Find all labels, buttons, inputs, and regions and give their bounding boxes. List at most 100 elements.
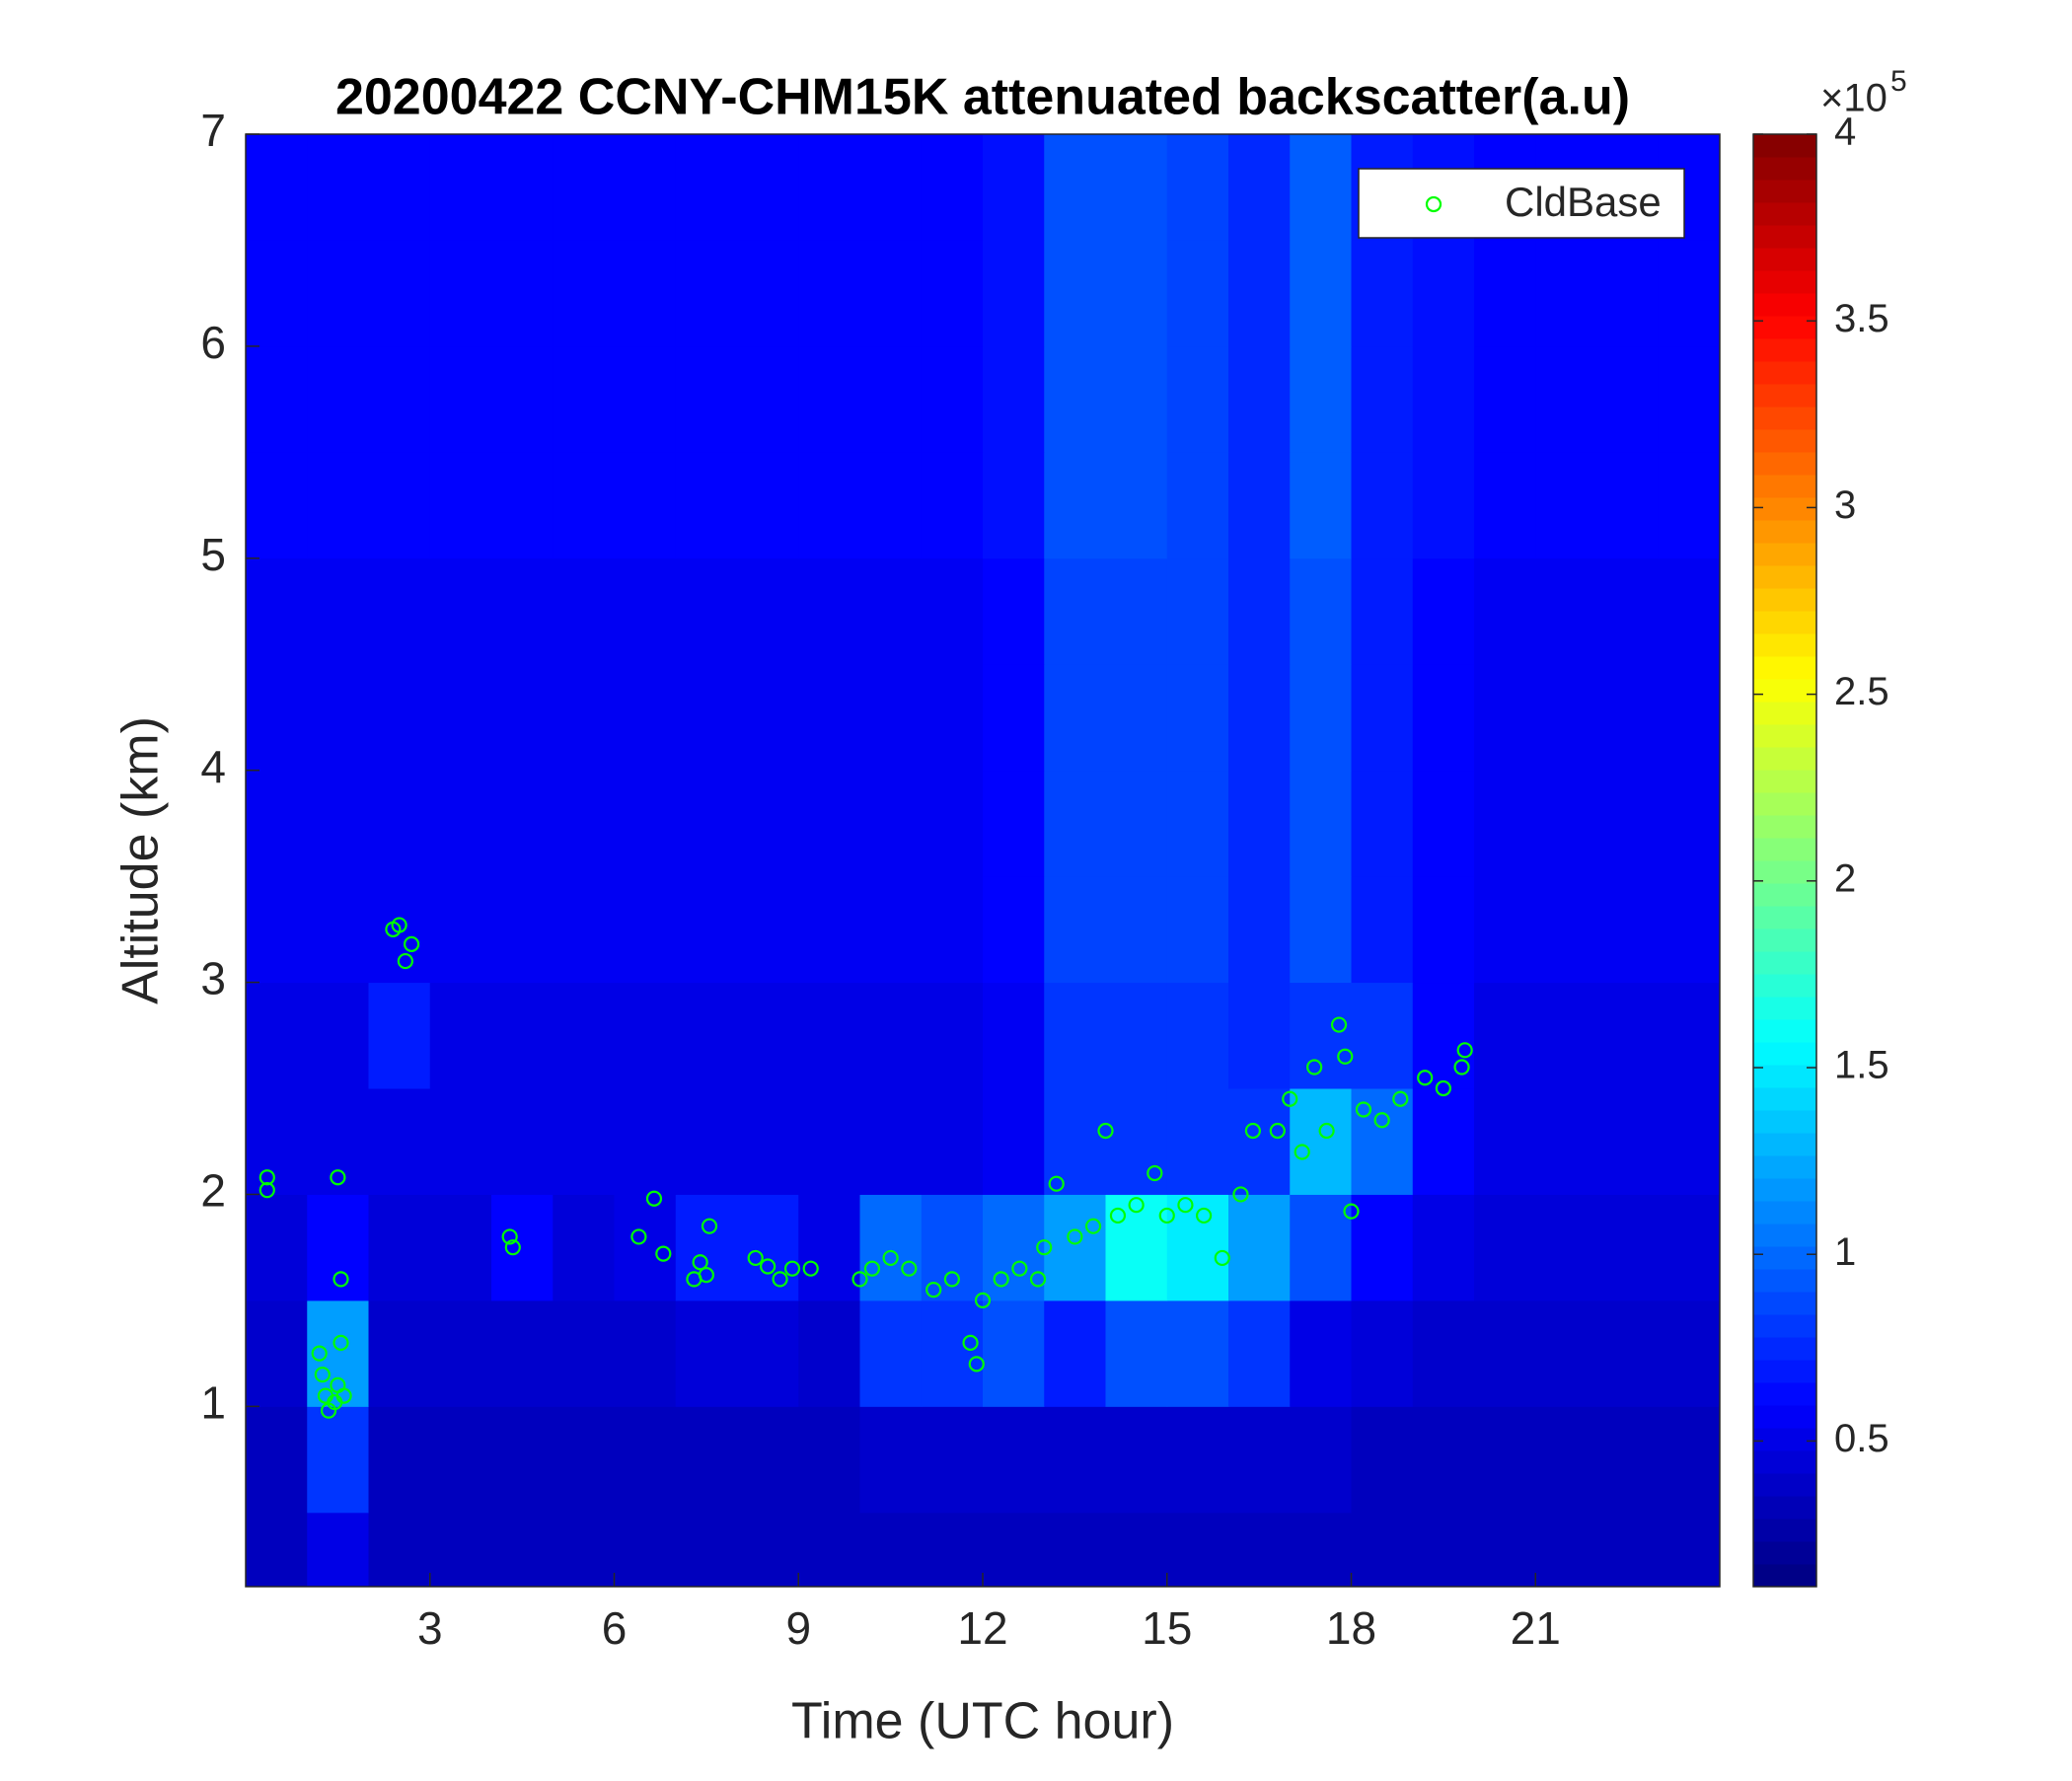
- heatmap-cell: [1535, 240, 1597, 347]
- cloud-base-point: [1244, 1122, 1262, 1140]
- heatmap-cell: [1290, 876, 1352, 984]
- heatmap-cell: [368, 557, 431, 665]
- colorbar-tick-label: 1: [1834, 1230, 1856, 1274]
- heatmap-cell: [1105, 664, 1168, 772]
- heatmap-cell: [921, 134, 984, 241]
- cloud-base-point: [1269, 1122, 1286, 1140]
- heatmap-cell: [859, 1088, 923, 1195]
- heatmap-cell: [1105, 240, 1168, 347]
- heatmap-cell: [307, 876, 369, 984]
- colorbar-segment: [1753, 1246, 1816, 1270]
- colorbar-segment: [1753, 134, 1816, 158]
- heatmap-cell: [1044, 1088, 1106, 1195]
- heatmap-cell: [859, 770, 923, 877]
- cloud-base-point: [1195, 1207, 1213, 1224]
- heatmap-cell: [307, 345, 369, 453]
- colorbar-segment: [1753, 452, 1816, 476]
- colorbar-segment: [1753, 565, 1816, 589]
- heatmap-cell: [1044, 1194, 1106, 1301]
- colorbar-segment: [1753, 520, 1816, 544]
- cloud-base-point: [259, 1182, 275, 1199]
- cloud-base-point: [802, 1260, 819, 1277]
- heatmap-cell: [491, 664, 554, 772]
- heatmap-cell: [553, 1299, 615, 1407]
- cloud-base-point: [1373, 1112, 1390, 1129]
- x-axis-label: Time (UTC hour): [791, 1693, 1174, 1750]
- heatmap-cell: [553, 1512, 615, 1588]
- heatmap-cell: [1535, 452, 1597, 559]
- heatmap-cell: [1044, 1299, 1106, 1407]
- heatmap-cell: [246, 1299, 308, 1407]
- colorbar-segment: [1753, 1292, 1816, 1315]
- heatmap-cell: [1290, 982, 1352, 1089]
- cloud-base-point: [1306, 1059, 1323, 1076]
- heatmap-cell: [1412, 452, 1475, 559]
- heatmap-cell: [1474, 1512, 1536, 1588]
- heatmap-cell: [737, 1194, 799, 1301]
- cloud-base-point: [330, 1169, 346, 1186]
- heatmap-cell: [553, 770, 615, 877]
- heatmap-cell: [246, 1512, 308, 1588]
- cloud-base-point: [1158, 1207, 1175, 1224]
- heatmap-cell: [368, 1194, 431, 1301]
- heatmap-cell: [1412, 770, 1475, 877]
- heatmap-cell: [1290, 1088, 1352, 1195]
- heatmap-cell: [1166, 557, 1229, 665]
- heatmap-cell: [246, 1406, 308, 1514]
- heatmap-cell: [429, 557, 492, 665]
- heatmap-cell: [1596, 240, 1660, 347]
- heatmap-cell: [1228, 982, 1291, 1089]
- colorbar-segment: [1753, 1428, 1816, 1451]
- heatmap-cell: [1290, 240, 1352, 347]
- heatmap-cell: [1535, 557, 1597, 665]
- heatmap-cell: [614, 982, 677, 1089]
- cloud-base-point: [747, 1249, 764, 1267]
- heatmap-cell: [921, 1406, 984, 1514]
- heatmap-cell: [1228, 1088, 1291, 1195]
- colorbar-segment: [1753, 1473, 1816, 1497]
- colorbar-segment: [1753, 1019, 1816, 1043]
- heatmap-cell: [921, 240, 984, 347]
- heatmap-cell: [429, 240, 492, 347]
- heatmap-cell: [614, 345, 677, 453]
- colorbar-exponent: 5: [1890, 65, 1907, 98]
- heatmap-cell: [1658, 876, 1721, 984]
- colorbar-segment: [1753, 293, 1816, 317]
- heatmap-cell: [614, 664, 677, 772]
- heatmap-cell: [859, 876, 923, 984]
- heatmap-cell: [859, 1406, 923, 1514]
- heatmap-cell: [1658, 1512, 1721, 1588]
- heatmap-cell: [675, 1194, 738, 1301]
- heatmap-cell: [553, 240, 615, 347]
- colorbar-segment: [1753, 338, 1816, 362]
- heatmap-cell: [1166, 452, 1229, 559]
- heatmap-cell: [921, 1299, 984, 1407]
- heatmap-cell: [675, 1299, 738, 1407]
- cloud-base-point: [925, 1282, 942, 1299]
- colorbar-segment: [1753, 1337, 1816, 1361]
- heatmap-cell: [1228, 452, 1291, 559]
- heatmap-cell: [1044, 452, 1106, 559]
- heatmap-cell: [1658, 664, 1721, 772]
- y-tick-label: 3: [200, 953, 226, 1004]
- heatmap-cell: [368, 452, 431, 559]
- heatmap-cell: [368, 982, 431, 1089]
- heatmap-cell: [1290, 770, 1352, 877]
- heatmap-cell: [368, 1406, 431, 1514]
- colorbar-segment: [1753, 1450, 1816, 1474]
- heatmap-cell: [1474, 770, 1536, 877]
- heatmap-cell: [491, 1299, 554, 1407]
- heatmap-cell: [1290, 557, 1352, 665]
- colorbar-segment: [1753, 1201, 1816, 1224]
- heatmap-cell: [1044, 1406, 1106, 1514]
- cloud-base-point: [1084, 1218, 1102, 1234]
- cloud-base-point: [1048, 1175, 1065, 1192]
- heatmap-cell: [798, 557, 860, 665]
- heatmap-cell: [1290, 134, 1352, 241]
- heatmap-cell: [1596, 982, 1660, 1089]
- cloud-base-point: [1355, 1101, 1372, 1118]
- cloud-base-point: [1337, 1048, 1354, 1065]
- heatmap-cell: [983, 876, 1045, 984]
- heatmap-cell: [1351, 1194, 1414, 1301]
- cloud-base-point: [863, 1260, 881, 1277]
